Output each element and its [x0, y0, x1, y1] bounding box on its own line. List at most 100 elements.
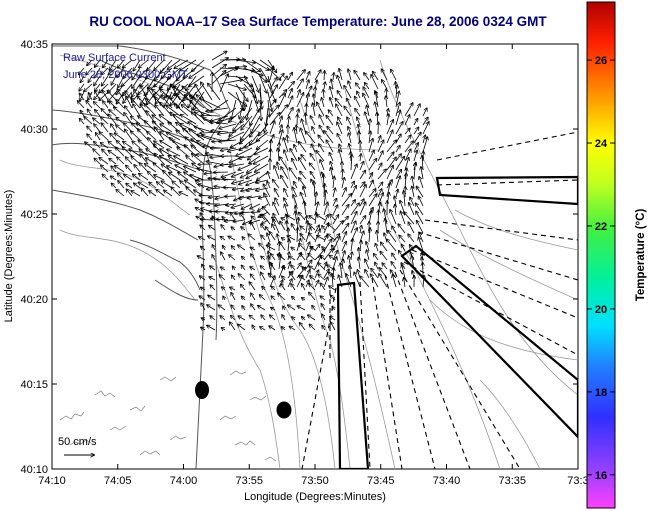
current-vector — [339, 69, 343, 81]
current-vector — [246, 171, 261, 178]
current-vector — [351, 155, 352, 171]
current-vector — [87, 126, 93, 133]
current-vector — [330, 87, 334, 99]
current-vector — [201, 327, 206, 330]
current-vector — [225, 196, 237, 197]
current-vector — [238, 163, 253, 170]
current-vector — [323, 202, 328, 216]
current-vector — [222, 217, 225, 220]
current-vector — [207, 325, 216, 331]
current-vector — [219, 74, 228, 93]
current-vector — [282, 315, 285, 321]
current-vector — [416, 203, 424, 216]
current-vector — [337, 134, 343, 144]
current-vector — [251, 67, 267, 82]
current-vector — [233, 188, 245, 190]
current-vector — [277, 162, 279, 171]
current-vector — [260, 266, 266, 271]
current-vector — [344, 86, 352, 99]
current-vector — [282, 238, 285, 240]
current-vector — [147, 59, 157, 71]
current-vector — [141, 188, 149, 197]
current-vector — [381, 242, 388, 252]
current-vector — [190, 96, 205, 109]
current-vector — [223, 179, 237, 180]
current-vector — [322, 326, 325, 331]
current-vector — [166, 132, 181, 141]
current-vector — [416, 187, 424, 198]
current-vector — [211, 65, 226, 77]
current-vector — [305, 260, 312, 270]
current-vector — [336, 104, 343, 117]
current-vector — [221, 225, 226, 231]
current-vector — [404, 212, 415, 225]
current-vector — [404, 115, 410, 126]
current-vector — [168, 59, 181, 69]
current-vector — [408, 222, 415, 234]
current-vector — [404, 191, 405, 207]
current-vector — [305, 270, 310, 279]
current-vector — [281, 176, 289, 189]
current-vector — [174, 59, 189, 68]
current-vector — [251, 59, 269, 70]
current-vector — [358, 258, 360, 270]
current-vector — [333, 188, 335, 198]
current-vector — [391, 262, 397, 270]
y-tick-label: 40:20 — [20, 294, 48, 306]
colorbar-tick-label: 24 — [595, 138, 608, 150]
current-vector — [229, 107, 245, 122]
colorbar-ticks: 26 24 22 20 18 16 — [587, 55, 615, 482]
current-vector — [267, 75, 273, 93]
y-tick-label: 40:35 — [20, 39, 48, 51]
current-vector — [287, 89, 292, 99]
current-vector — [271, 308, 276, 310]
current-vector — [287, 279, 292, 288]
current-vector — [257, 139, 269, 149]
current-vector — [377, 169, 386, 180]
current-vector — [95, 110, 101, 117]
current-vector — [259, 91, 262, 109]
current-vector — [309, 284, 316, 291]
current-vector — [227, 91, 247, 106]
current-vector — [110, 134, 117, 141]
current-vector — [201, 287, 206, 290]
current-vector — [408, 234, 415, 243]
current-vector — [271, 254, 276, 261]
current-vector — [233, 266, 235, 271]
current-vector — [111, 124, 117, 133]
current-vector — [314, 225, 319, 234]
current-vector — [177, 67, 189, 81]
current-vector — [326, 140, 334, 153]
current-vector — [360, 154, 361, 162]
current-vector — [239, 179, 253, 184]
current-vector — [126, 96, 133, 109]
current-vector — [299, 142, 307, 153]
current-vector — [238, 316, 246, 321]
current-vector — [261, 315, 266, 321]
current-vector — [136, 123, 149, 133]
current-vector — [287, 136, 288, 144]
current-vector — [147, 132, 157, 141]
legend-line-1: Raw Surface Current — [63, 52, 166, 64]
current-vector — [94, 124, 101, 133]
current-vector — [355, 109, 361, 117]
current-vector — [176, 94, 189, 109]
current-vector — [201, 247, 206, 251]
current-vector — [211, 51, 227, 61]
current-vector — [260, 295, 266, 301]
current-vector — [235, 67, 254, 71]
current-vector — [395, 91, 399, 108]
current-vector — [180, 59, 197, 71]
current-vector — [330, 256, 336, 261]
current-vector — [292, 317, 295, 320]
current-vector — [355, 97, 361, 108]
current-vector — [310, 276, 316, 281]
current-vector — [228, 236, 236, 241]
current-vector — [395, 154, 401, 162]
current-vector — [269, 100, 276, 108]
current-vector — [294, 182, 298, 189]
current-vector — [412, 187, 414, 198]
current-vector — [422, 108, 427, 117]
current-vector — [189, 67, 205, 78]
current-vector — [208, 295, 216, 301]
